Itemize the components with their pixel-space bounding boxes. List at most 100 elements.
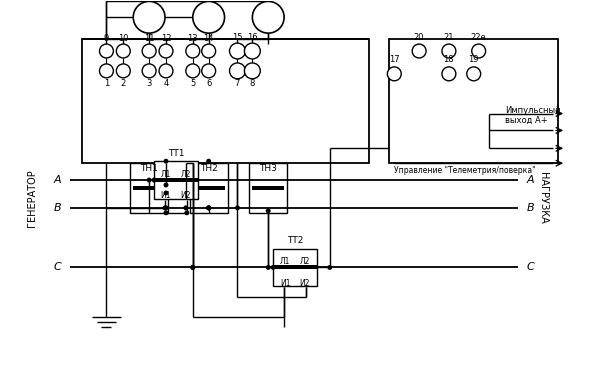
- Circle shape: [472, 44, 485, 58]
- Bar: [253, 186, 284, 190]
- Circle shape: [164, 159, 169, 164]
- Text: 11: 11: [144, 34, 154, 43]
- Text: 21: 21: [443, 33, 454, 42]
- Text: И1: И1: [161, 191, 171, 200]
- Text: 9: 9: [104, 34, 109, 43]
- Text: 13: 13: [187, 34, 198, 43]
- Text: ТН3: ТН3: [259, 164, 277, 173]
- Circle shape: [202, 64, 215, 78]
- Circle shape: [244, 63, 260, 79]
- Bar: [273, 265, 317, 270]
- Circle shape: [164, 191, 169, 195]
- Circle shape: [116, 64, 130, 78]
- Circle shape: [253, 2, 284, 33]
- Circle shape: [190, 265, 195, 270]
- Text: 8: 8: [250, 79, 255, 88]
- Text: выход А+: выход А+: [505, 116, 548, 125]
- Text: 20: 20: [414, 33, 424, 42]
- Text: 22е: 22е: [471, 33, 487, 42]
- Circle shape: [164, 210, 169, 215]
- Text: Л2: Л2: [300, 257, 310, 266]
- Bar: [193, 186, 224, 190]
- Text: 4: 4: [163, 79, 169, 88]
- Circle shape: [186, 44, 200, 58]
- Text: Импульсный: Импульсный: [505, 106, 561, 115]
- Circle shape: [206, 205, 211, 210]
- Circle shape: [235, 205, 240, 210]
- Circle shape: [230, 43, 245, 59]
- Text: И2: И2: [181, 191, 191, 200]
- Circle shape: [206, 159, 211, 164]
- Circle shape: [100, 64, 113, 78]
- Text: И1: И1: [280, 279, 290, 288]
- Circle shape: [266, 208, 271, 213]
- Circle shape: [184, 210, 190, 215]
- Text: 5: 5: [190, 79, 196, 88]
- Circle shape: [442, 44, 456, 58]
- Text: 14: 14: [203, 34, 214, 43]
- Text: C: C: [526, 262, 534, 273]
- Text: ТН2: ТН2: [200, 164, 218, 173]
- Circle shape: [163, 205, 167, 210]
- Bar: [130, 163, 168, 213]
- Bar: [154, 178, 198, 182]
- Text: A: A: [54, 175, 62, 185]
- Text: ГЕНЕРАТОР: ГЕНЕРАТОР: [27, 169, 37, 227]
- Circle shape: [184, 205, 188, 210]
- Circle shape: [202, 44, 215, 58]
- Circle shape: [164, 183, 169, 187]
- Circle shape: [442, 67, 456, 81]
- Text: A: A: [526, 175, 534, 185]
- Circle shape: [100, 44, 113, 58]
- Text: Л1: Л1: [280, 257, 290, 266]
- Bar: [190, 163, 227, 213]
- Circle shape: [244, 43, 260, 59]
- Circle shape: [206, 205, 211, 210]
- Text: 6: 6: [206, 79, 211, 88]
- Text: 19: 19: [469, 56, 479, 65]
- Bar: [82, 39, 370, 163]
- Circle shape: [266, 265, 271, 270]
- Circle shape: [142, 64, 156, 78]
- Circle shape: [206, 205, 211, 210]
- Circle shape: [271, 265, 275, 270]
- Text: И2: И2: [300, 279, 310, 288]
- Circle shape: [467, 67, 481, 81]
- Circle shape: [327, 265, 332, 270]
- Text: 2: 2: [121, 79, 126, 88]
- Text: НАГРУЗКА: НАГРУЗКА: [538, 172, 548, 224]
- Circle shape: [152, 178, 157, 183]
- Text: 16: 16: [247, 33, 257, 42]
- Circle shape: [133, 2, 165, 33]
- Circle shape: [186, 64, 200, 78]
- Text: 18: 18: [443, 56, 454, 65]
- Text: 1: 1: [104, 79, 109, 88]
- Text: ТН1: ТН1: [140, 164, 158, 173]
- Text: 12: 12: [161, 34, 171, 43]
- Text: 15: 15: [232, 33, 243, 42]
- Text: B: B: [54, 203, 62, 213]
- Text: Л2: Л2: [181, 170, 191, 179]
- Text: ТТ2: ТТ2: [287, 236, 303, 245]
- Bar: [389, 39, 558, 163]
- Bar: [250, 163, 287, 213]
- Circle shape: [412, 44, 426, 58]
- Circle shape: [190, 265, 195, 270]
- Text: ТТ1: ТТ1: [167, 149, 184, 158]
- Circle shape: [116, 44, 130, 58]
- Circle shape: [146, 178, 152, 183]
- Text: 7: 7: [235, 79, 240, 88]
- Bar: [133, 186, 165, 190]
- Bar: [273, 249, 317, 286]
- Circle shape: [164, 205, 169, 210]
- Circle shape: [159, 64, 173, 78]
- Circle shape: [142, 44, 156, 58]
- Circle shape: [230, 63, 245, 79]
- Text: Л1: Л1: [161, 170, 171, 179]
- Text: 10: 10: [118, 34, 128, 43]
- Circle shape: [193, 2, 224, 33]
- Bar: [154, 161, 198, 199]
- Text: 3: 3: [146, 79, 152, 88]
- Text: C: C: [54, 262, 62, 273]
- Text: Управление "Телеметрия/поверка": Управление "Телеметрия/поверка": [394, 166, 536, 175]
